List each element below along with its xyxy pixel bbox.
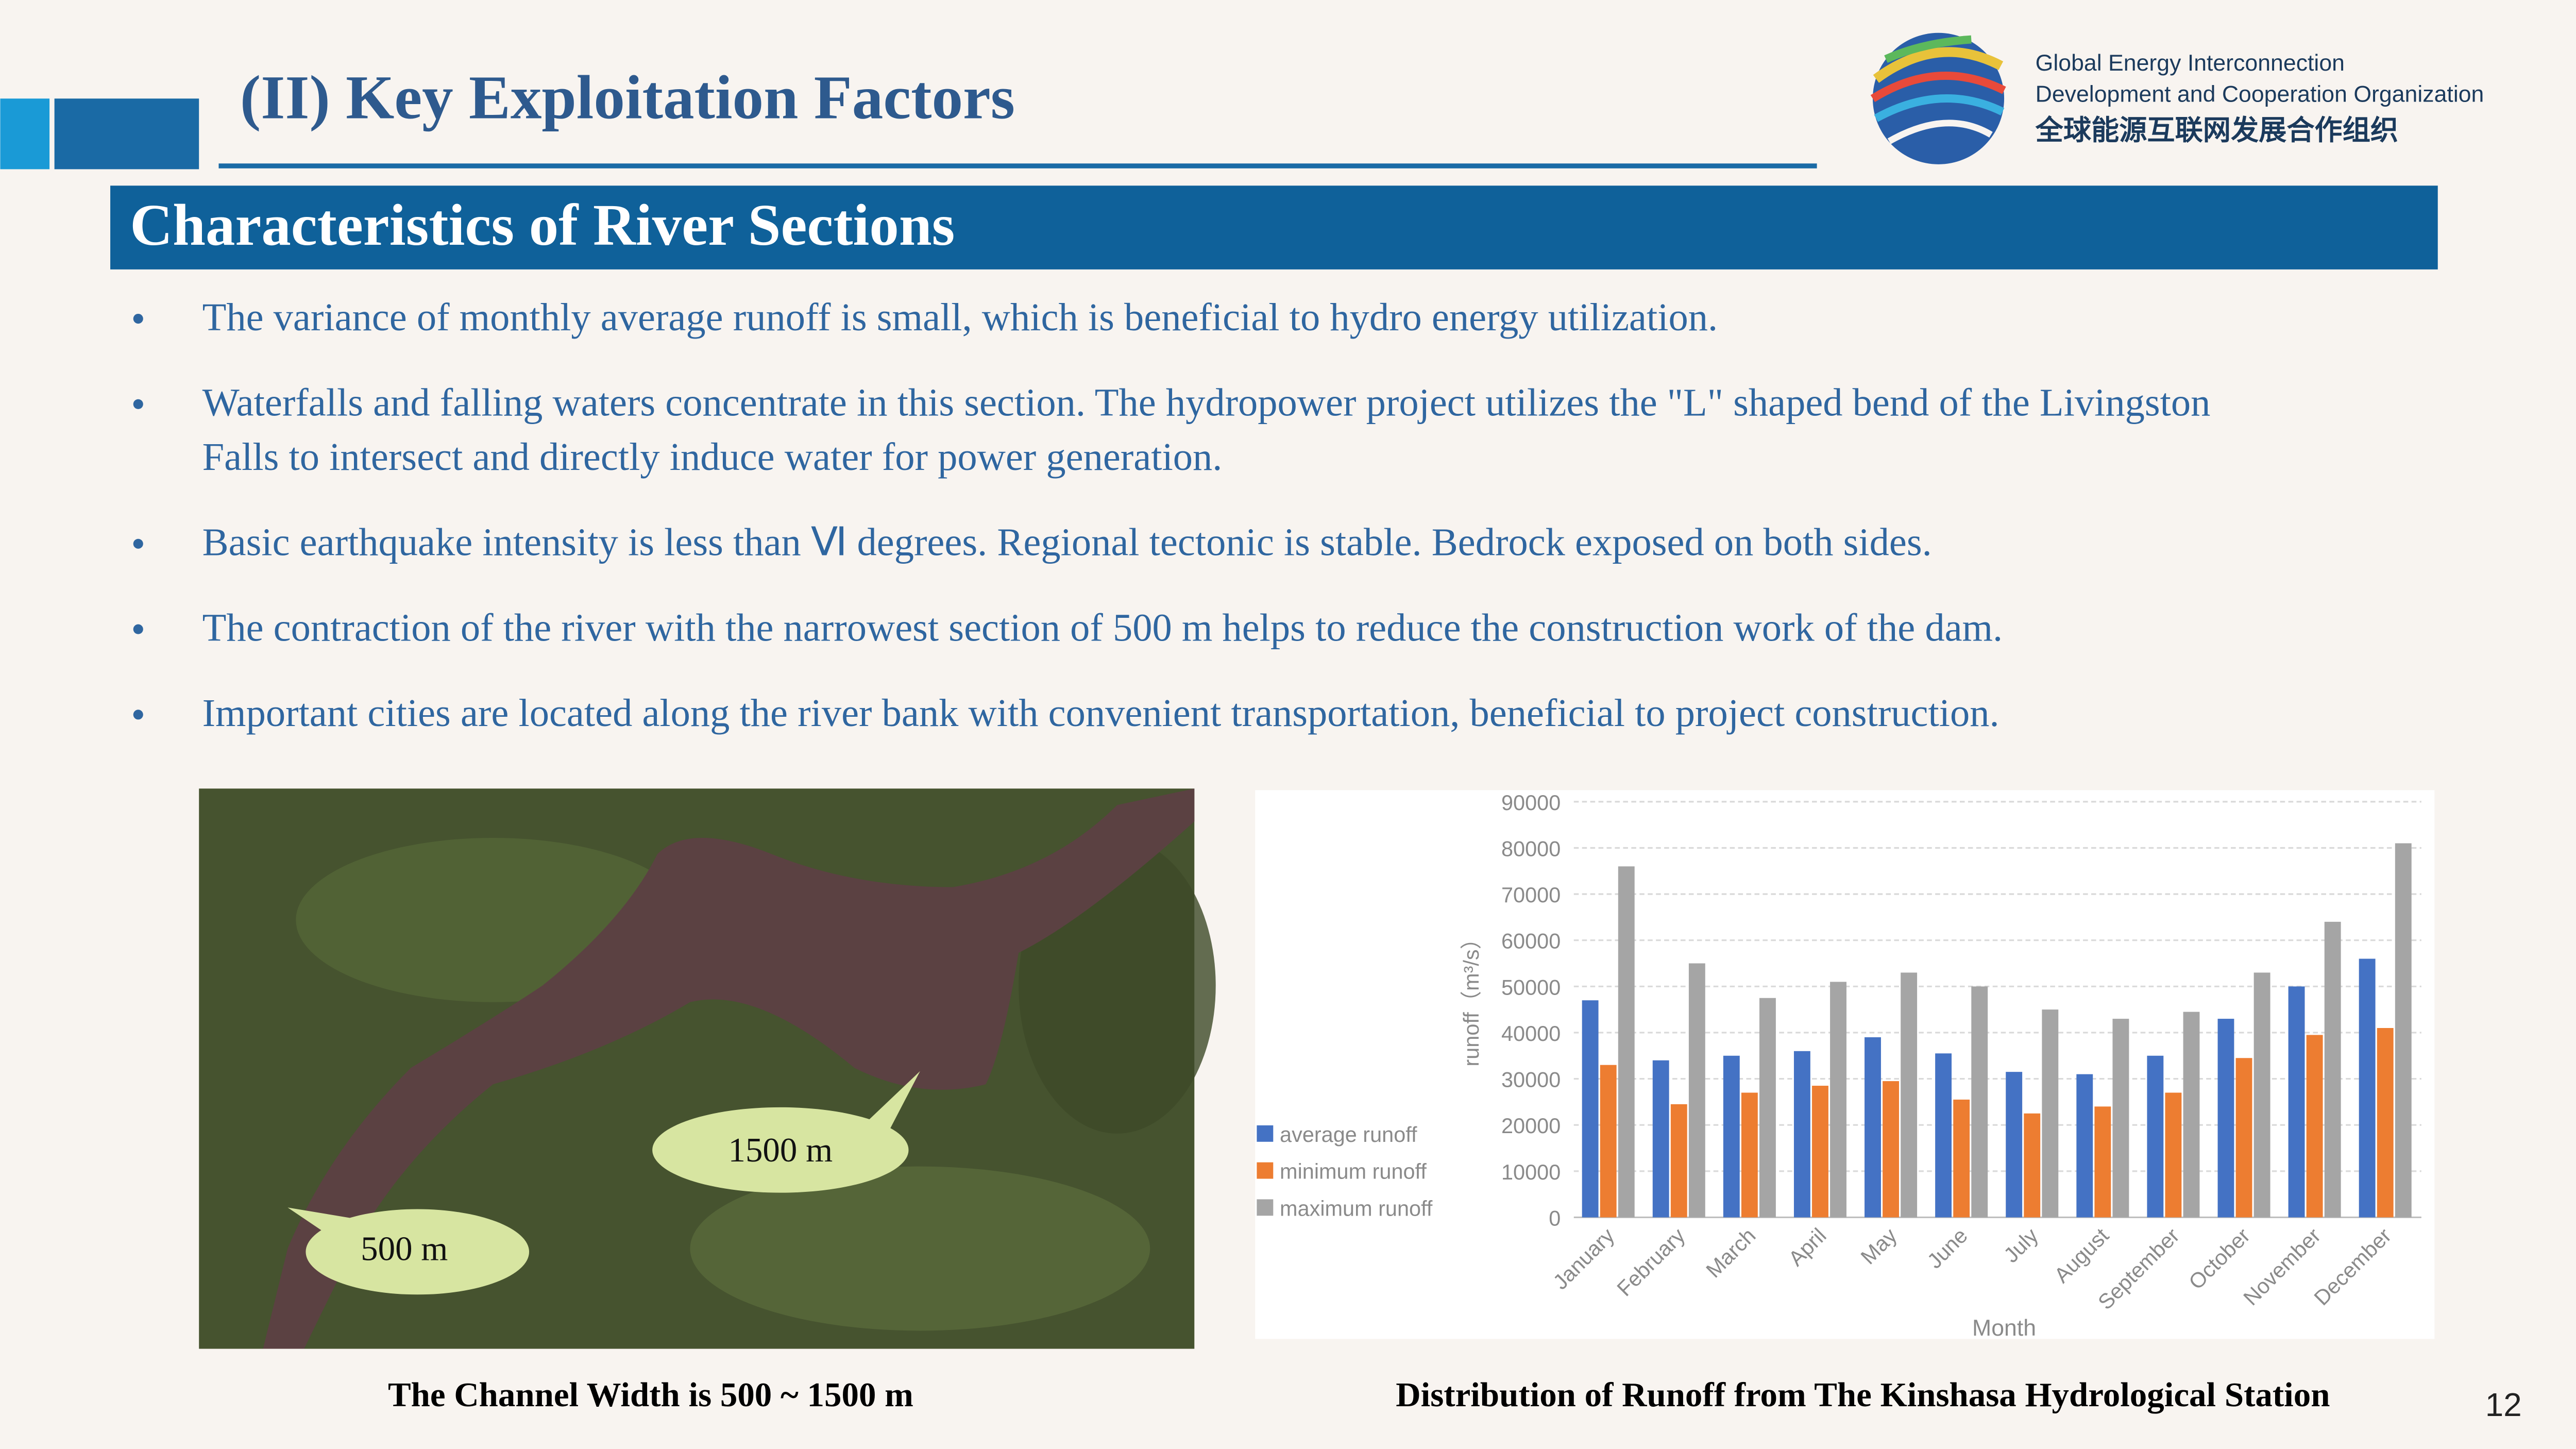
bar	[1600, 1065, 1617, 1218]
y-tick-label: 70000	[1501, 883, 1561, 907]
callout	[287, 1071, 920, 1295]
bar	[2147, 1055, 2164, 1218]
bullet-dot	[133, 624, 143, 634]
bullet-text: The variance of monthly average runoff i…	[202, 295, 1718, 339]
bar	[2359, 958, 2376, 1218]
org-name: Development and Cooperation Organization	[2036, 82, 2484, 107]
bar	[2094, 1106, 2111, 1218]
bar	[2377, 1028, 2394, 1218]
bar	[2253, 972, 2270, 1218]
slide-title: (II) Key Exploitation Factors	[240, 63, 1015, 132]
org-name: 全球能源互联网发展合作组织	[2035, 115, 2398, 146]
legend-swatch	[1257, 1199, 1274, 1216]
bar	[1865, 1037, 1881, 1218]
bullet-dot	[133, 313, 143, 324]
bar	[1723, 1055, 1740, 1218]
y-tick-label: 90000	[1501, 790, 1561, 815]
legend-label: average runoff	[1280, 1122, 1417, 1147]
bar	[1759, 998, 1776, 1218]
bar	[1688, 963, 1705, 1218]
y-tick-label: 30000	[1501, 1068, 1561, 1092]
bar	[1953, 1099, 1970, 1218]
bar	[1618, 866, 1635, 1218]
accent	[0, 98, 50, 170]
bar	[1883, 1081, 1900, 1218]
x-axis-title: Month	[1972, 1316, 2036, 1341]
bullet-text: Waterfalls and falling waters concentrat…	[202, 381, 2211, 425]
bar	[1830, 982, 1846, 1218]
bar	[2076, 1074, 2093, 1218]
bullet-dot	[133, 710, 143, 720]
legend-swatch	[1257, 1125, 1274, 1142]
bullet-text: Falls to intersect and directly induce w…	[202, 435, 1223, 479]
bullet-dot	[133, 538, 143, 549]
org-name: Global Energy Interconnection	[2036, 50, 2345, 76]
map-image	[199, 788, 1216, 1349]
bar	[2217, 1019, 2234, 1218]
bar	[2324, 921, 2341, 1218]
y-tick-label: 20000	[1501, 1114, 1561, 1138]
y-tick-label: 60000	[1501, 929, 1561, 953]
bar	[1741, 1092, 1758, 1218]
legend-swatch	[1257, 1162, 1274, 1179]
bar	[2024, 1113, 2041, 1218]
section-banner	[110, 186, 2438, 269]
bar	[2288, 986, 2305, 1218]
map-label: 500 m	[361, 1229, 448, 1268]
caption: The Channel Width is 500 ~ 1500 m	[388, 1376, 913, 1414]
y-axis-title: runoff（m³/s）	[1459, 928, 1483, 1067]
bullet-list: The variance of monthly average runoff i…	[133, 295, 2211, 735]
bullet-text: The contraction of the river with the na…	[202, 605, 2003, 649]
bar	[2165, 1092, 2182, 1218]
y-tick-label: 0	[1549, 1206, 1561, 1230]
bar	[2006, 1072, 2023, 1218]
bar	[2112, 1019, 2129, 1218]
y-tick-label: 50000	[1501, 975, 1561, 999]
caption: Distribution of Runoff from The Kinshasa…	[1396, 1376, 2330, 1414]
page-number: 12	[2485, 1386, 2522, 1423]
bar	[1812, 1086, 1828, 1218]
bar	[2042, 1009, 2059, 1218]
bar	[1935, 1053, 1952, 1218]
bar	[1901, 972, 1918, 1218]
bar	[1670, 1104, 1687, 1218]
bar	[2235, 1058, 2252, 1218]
bar	[1971, 986, 1988, 1218]
legend-label: maximum runoff	[1280, 1196, 1433, 1220]
logo	[1870, 32, 2006, 164]
bullet-dot	[133, 399, 143, 409]
accent	[54, 98, 199, 170]
map-label: 1500 m	[728, 1131, 833, 1169]
y-tick-label: 40000	[1501, 1021, 1561, 1046]
bar	[1582, 1000, 1599, 1218]
bar	[1652, 1060, 1669, 1218]
y-tick-label: 10000	[1501, 1160, 1561, 1184]
legend-label: minimum runoff	[1280, 1159, 1427, 1184]
bullet-text: Basic earthquake intensity is less than …	[202, 520, 1932, 564]
bar	[2183, 1012, 2200, 1218]
bar	[2306, 1035, 2323, 1218]
y-tick-label: 80000	[1501, 836, 1561, 861]
bullet-text: Important cities are located along the r…	[202, 691, 1999, 735]
bar	[2395, 843, 2412, 1218]
bar	[1793, 1051, 1810, 1218]
section-title: Characteristics of River Sections	[130, 192, 955, 258]
